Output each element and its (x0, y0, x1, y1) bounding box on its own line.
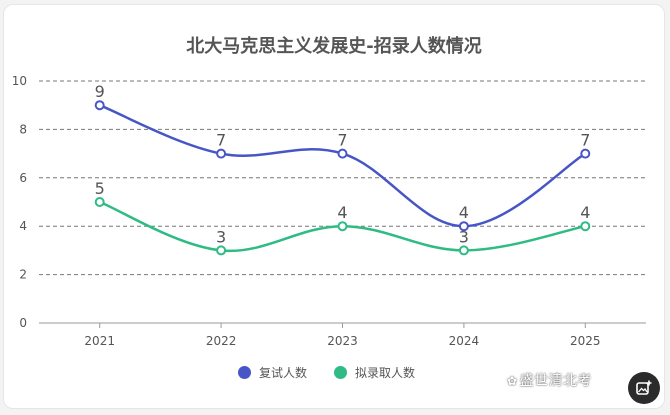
data-point-series-1 (94, 100, 105, 111)
x-tick-label: 2024 (449, 334, 480, 348)
data-label-series-2: 3 (216, 227, 226, 246)
data-label-series-2: 4 (580, 203, 590, 222)
y-tick-label: 0 (19, 316, 27, 330)
data-point-series-1 (580, 148, 591, 159)
legend-marker-series-2 (334, 366, 347, 379)
data-label-series-1: 9 (95, 82, 105, 101)
data-label-series-1: 7 (337, 131, 347, 150)
data-label-series-1: 7 (580, 131, 590, 150)
watermark-text: 盛世清北考 (519, 373, 593, 389)
line-chart: 0 2 4 6 8 10 2021 2022 2023 2024 2025 9 7 7 4 7 5 3 4 3 4 (12, 74, 646, 348)
legend-item-series-1[interactable]: 复试人数 (238, 364, 307, 381)
image-add-button[interactable] (628, 372, 660, 404)
data-point-series-2 (216, 245, 227, 256)
data-point-series-2 (580, 221, 591, 232)
y-tick-label: 6 (19, 171, 27, 185)
x-tick-label: 2021 (84, 334, 115, 348)
image-add-icon (636, 380, 652, 395)
legend-marker-series-1 (238, 366, 251, 379)
chart-title: 北大马克思主义发展史-招录人数情况 (186, 36, 482, 57)
data-point-series-1 (337, 148, 348, 159)
legend-label-series-2: 拟录取人数 (355, 366, 416, 380)
data-point-series-1 (216, 148, 227, 159)
data-point-series-2 (458, 245, 469, 256)
data-label-series-1: 7 (216, 131, 226, 150)
data-label-series-1: 4 (459, 203, 469, 222)
y-tick-label: 2 (19, 268, 27, 282)
data-label-series-2: 4 (337, 203, 347, 222)
x-tick-label: 2022 (206, 334, 237, 348)
data-point-series-1 (458, 221, 469, 232)
data-point-series-2 (94, 197, 105, 207)
y-tick-label: 10 (12, 74, 27, 88)
data-label-series-2: 5 (95, 179, 105, 198)
legend-label-series-1: 复试人数 (259, 366, 308, 380)
watermark: ✿ 盛世清北考 (507, 370, 592, 390)
data-point-series-2 (337, 221, 348, 232)
x-tick-label: 2025 (570, 334, 601, 348)
x-tick-label: 2023 (327, 334, 358, 348)
y-tick-label: 8 (19, 122, 27, 136)
data-label-series-2: 3 (459, 227, 469, 246)
paw-icon: ✿ (507, 374, 518, 388)
y-tick-label: 4 (19, 219, 27, 233)
legend-item-series-2[interactable]: 拟录取人数 (334, 364, 415, 381)
chart-card: 北大马克思主义发展史-招录人数情况 0 2 4 6 8 10 2021 2022 2023 202… (3, 4, 665, 409)
